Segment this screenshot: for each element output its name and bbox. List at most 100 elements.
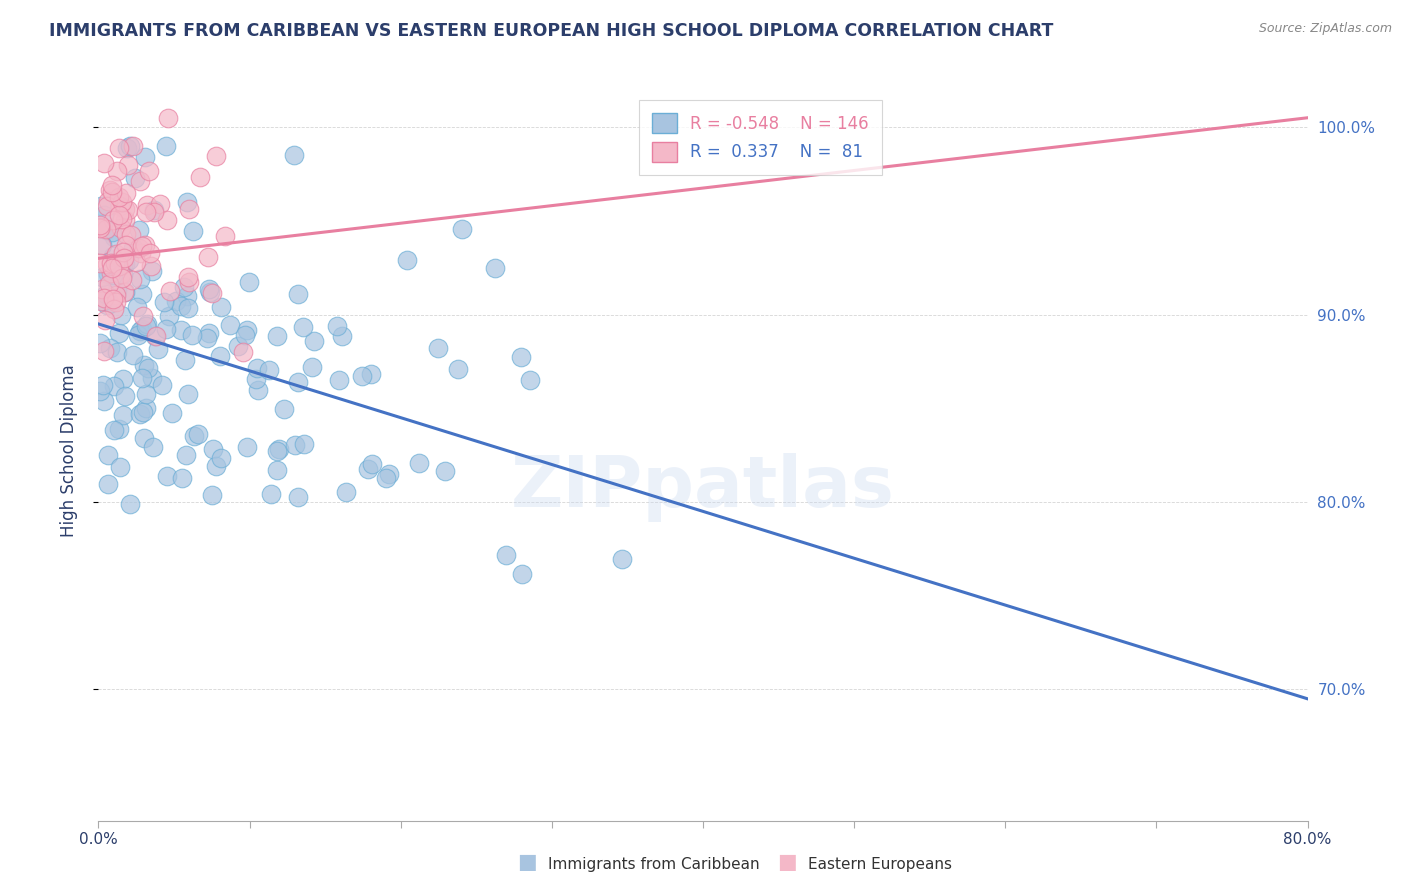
Point bbox=[208, 349, 231, 363]
Point bbox=[112, 251, 135, 265]
Point bbox=[128, 222, 150, 236]
Point bbox=[117, 141, 139, 155]
Point bbox=[357, 462, 380, 476]
Point bbox=[110, 220, 132, 235]
Point bbox=[145, 328, 167, 343]
Text: ■: ■ bbox=[517, 853, 537, 872]
Point bbox=[134, 238, 156, 252]
Point bbox=[447, 362, 470, 376]
Point bbox=[200, 487, 222, 501]
Point bbox=[97, 267, 120, 281]
Point bbox=[132, 405, 155, 419]
Point bbox=[125, 255, 148, 269]
Point bbox=[117, 203, 139, 218]
Point bbox=[326, 318, 349, 333]
Point bbox=[122, 139, 145, 153]
Point bbox=[238, 275, 260, 289]
Point bbox=[97, 477, 120, 491]
Point bbox=[136, 318, 159, 332]
Point bbox=[101, 260, 124, 275]
Point bbox=[118, 139, 141, 153]
Point bbox=[128, 241, 150, 255]
Point bbox=[111, 252, 134, 266]
Point bbox=[100, 295, 122, 310]
Point bbox=[89, 384, 111, 399]
Point bbox=[138, 246, 160, 260]
Point bbox=[89, 221, 111, 235]
Point bbox=[111, 212, 134, 227]
Point bbox=[91, 293, 114, 308]
Point bbox=[246, 383, 269, 397]
Point bbox=[103, 301, 125, 316]
Point bbox=[273, 401, 295, 416]
Point bbox=[176, 195, 198, 210]
Point bbox=[266, 463, 288, 477]
Point bbox=[209, 451, 232, 466]
Point bbox=[115, 227, 138, 241]
Point bbox=[111, 245, 134, 260]
Point bbox=[89, 256, 111, 270]
Point bbox=[100, 266, 122, 280]
Point bbox=[612, 551, 634, 566]
Point bbox=[156, 469, 179, 483]
Point bbox=[110, 199, 132, 213]
Point bbox=[135, 386, 157, 401]
Point bbox=[90, 220, 112, 235]
Point bbox=[127, 328, 149, 343]
Point bbox=[96, 286, 118, 301]
Point bbox=[96, 297, 118, 311]
Point bbox=[174, 448, 197, 462]
Point bbox=[195, 331, 218, 345]
Point bbox=[170, 323, 193, 337]
Point bbox=[101, 213, 124, 227]
Point bbox=[103, 249, 125, 263]
Point bbox=[170, 299, 193, 313]
Point bbox=[155, 139, 177, 153]
Point bbox=[395, 252, 418, 267]
Point bbox=[149, 197, 172, 211]
Point bbox=[197, 282, 219, 296]
Point bbox=[131, 371, 153, 385]
Point bbox=[301, 359, 323, 374]
Point bbox=[115, 186, 138, 201]
Point bbox=[245, 361, 267, 376]
Point bbox=[236, 440, 259, 454]
Point bbox=[141, 371, 163, 385]
Point bbox=[236, 323, 259, 337]
Point bbox=[104, 288, 127, 302]
Point bbox=[101, 185, 124, 199]
Point bbox=[173, 279, 195, 293]
Point bbox=[284, 438, 307, 452]
Point bbox=[142, 204, 165, 219]
Point bbox=[118, 253, 141, 268]
Text: IMMIGRANTS FROM CARIBBEAN VS EASTERN EUROPEAN HIGH SCHOOL DIPLOMA CORRELATION CH: IMMIGRANTS FROM CARIBBEAN VS EASTERN EUR… bbox=[49, 22, 1053, 40]
Point bbox=[111, 372, 134, 386]
Point bbox=[260, 487, 283, 501]
Point bbox=[103, 423, 125, 437]
Point bbox=[232, 344, 254, 359]
Point bbox=[266, 328, 288, 343]
Point bbox=[165, 293, 187, 308]
Point bbox=[94, 313, 117, 327]
Point bbox=[128, 272, 150, 286]
Point bbox=[136, 198, 159, 212]
Point bbox=[150, 377, 173, 392]
Point bbox=[125, 300, 148, 314]
Point bbox=[111, 271, 134, 285]
Point bbox=[108, 459, 131, 474]
Point bbox=[114, 285, 136, 299]
Point bbox=[138, 164, 160, 178]
Point bbox=[177, 387, 200, 401]
Point bbox=[408, 456, 430, 470]
Point bbox=[176, 289, 198, 303]
Point bbox=[484, 260, 506, 275]
Point bbox=[110, 267, 132, 281]
Point bbox=[131, 322, 153, 336]
Point bbox=[117, 158, 139, 172]
Point bbox=[93, 155, 115, 169]
Point bbox=[114, 202, 136, 216]
Point bbox=[266, 443, 288, 458]
Text: Eastern Europeans: Eastern Europeans bbox=[808, 857, 952, 872]
Point bbox=[96, 199, 118, 213]
Point bbox=[361, 457, 384, 471]
